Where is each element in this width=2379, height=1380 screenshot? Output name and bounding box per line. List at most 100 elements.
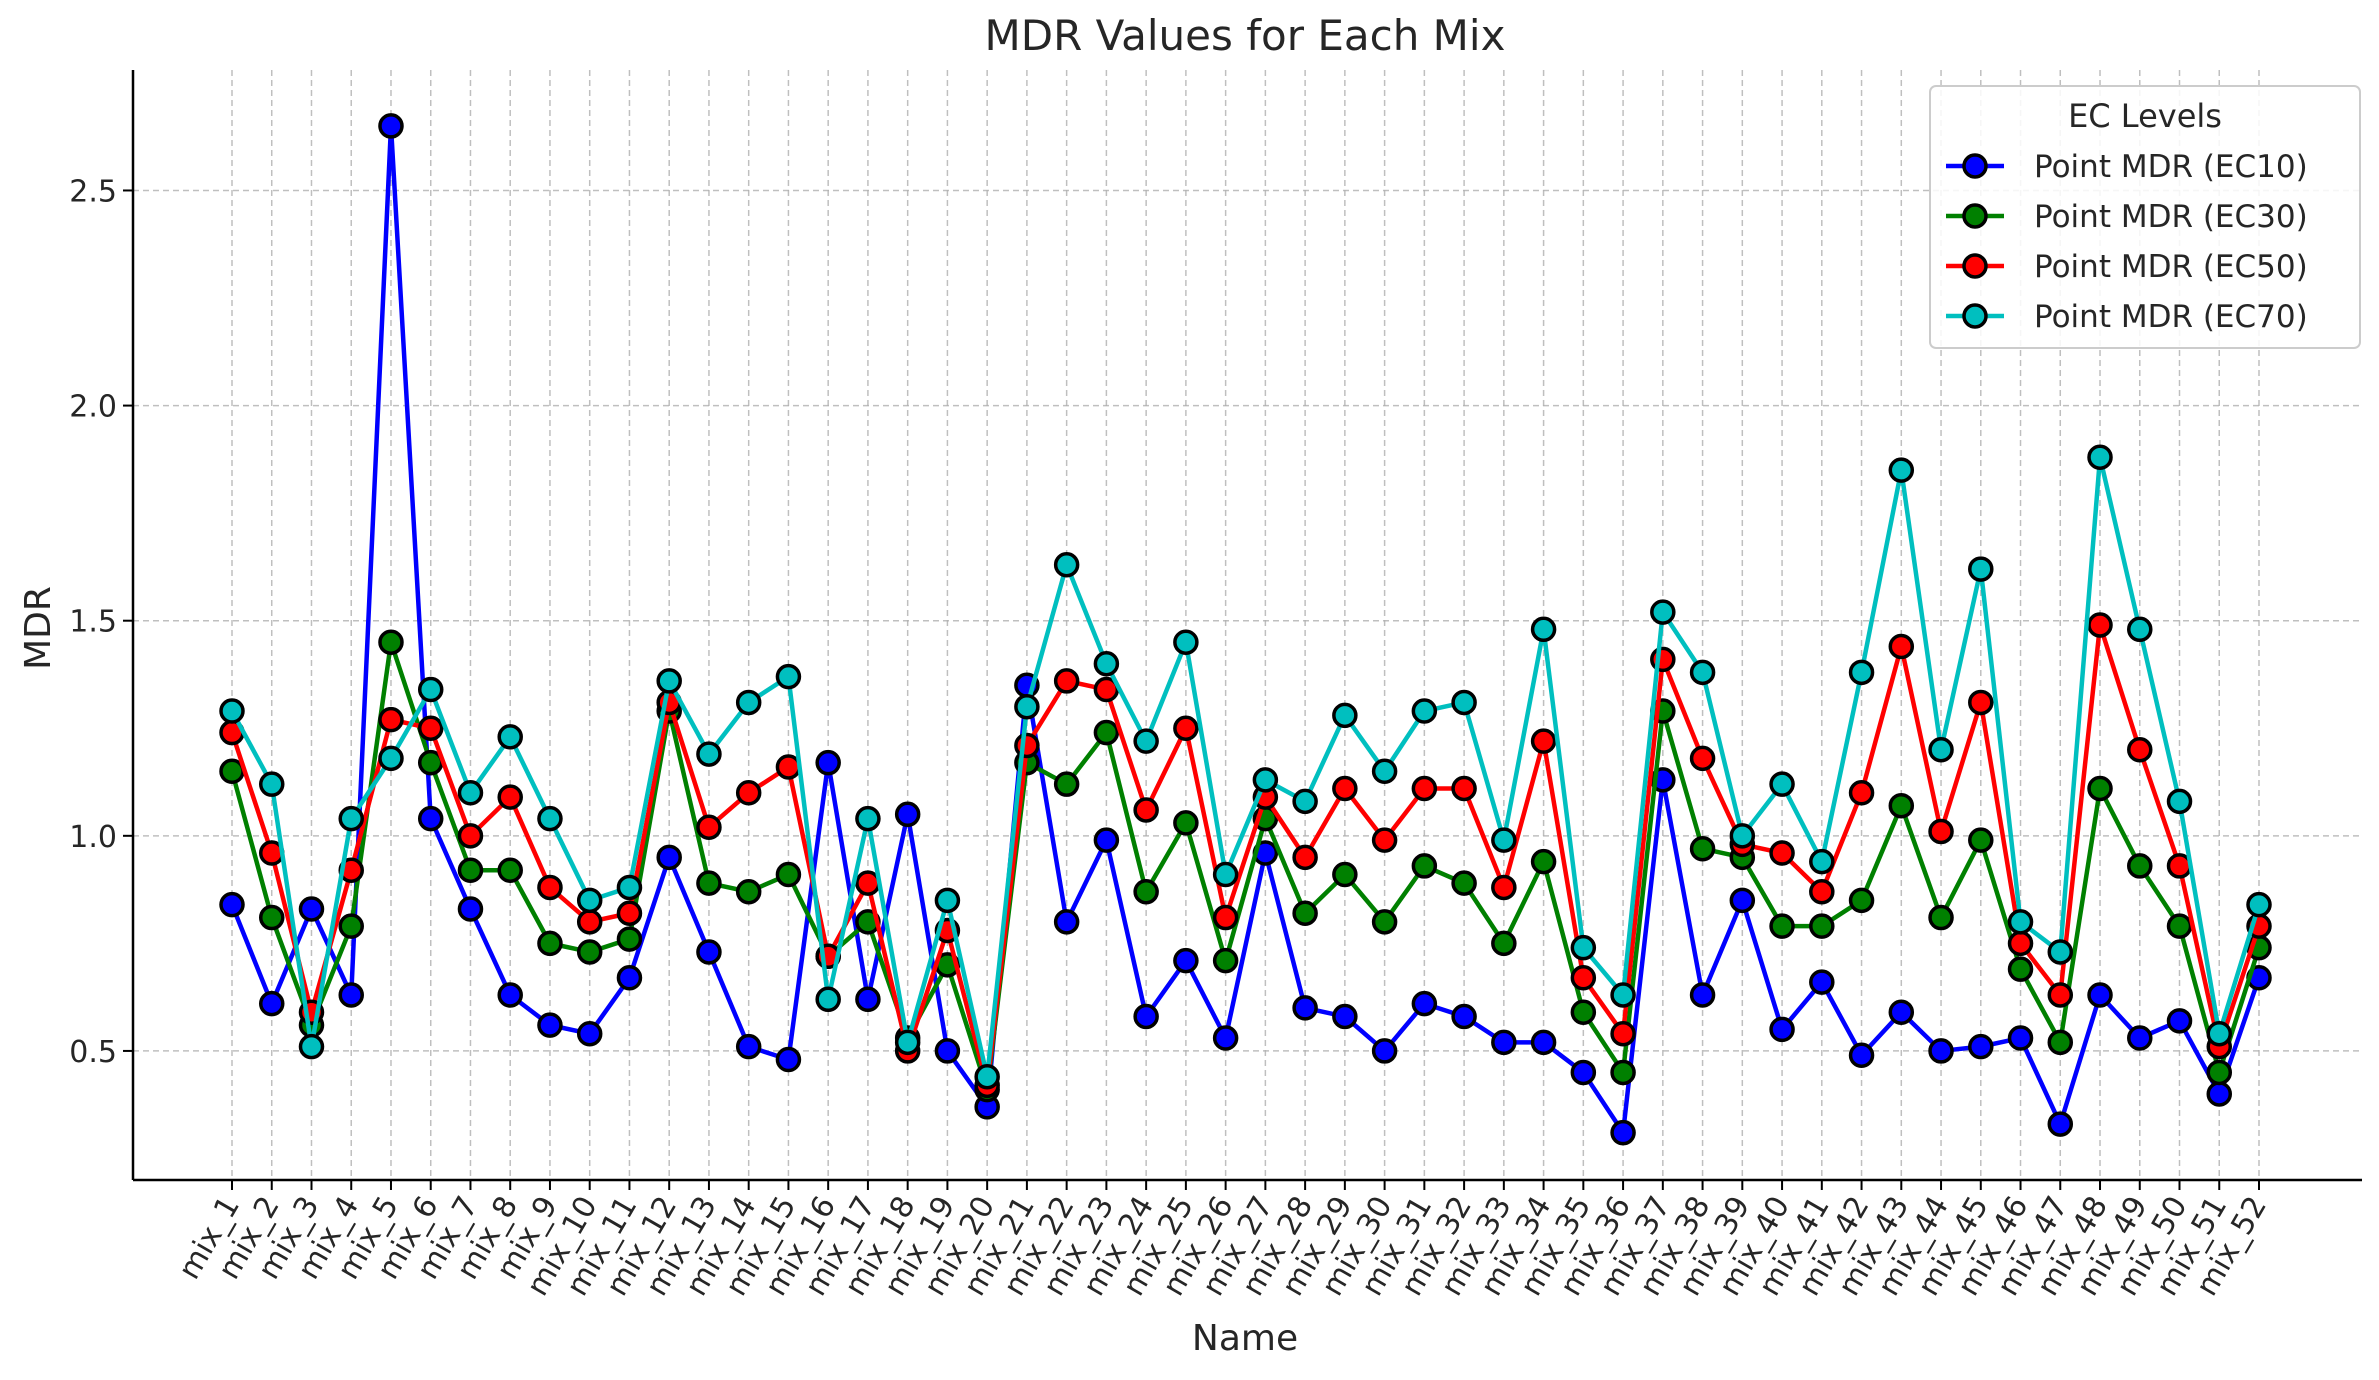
tick-labels: mix_1mix_2mix_3mix_4mix_5mix_6mix_7mix_8… (69, 174, 2274, 1301)
legend-label: Point MDR (EC10) (2034, 149, 2308, 185)
data-point (1689, 835, 1716, 862)
data-point (1530, 848, 1557, 875)
data-point (616, 874, 643, 901)
data-point (1769, 1016, 1795, 1043)
data-point (1053, 771, 1080, 797)
legend-entry-1: Point MDR (EC10) (1946, 149, 2308, 185)
series-3 (219, 612, 2272, 1099)
data-point (1212, 861, 1239, 888)
data-point (2166, 913, 2193, 939)
data-point (497, 724, 523, 750)
data-point (1451, 870, 1477, 896)
data-point (1053, 909, 1080, 935)
data-point (1968, 1033, 1994, 1060)
data-point (1848, 659, 1875, 686)
data-point (1451, 1003, 1477, 1030)
axes (123, 70, 2362, 1190)
data-point (1451, 775, 1477, 802)
data-point (1491, 930, 1517, 957)
data-point (1014, 732, 1040, 759)
legend-label: Point MDR (EC50) (2034, 249, 2308, 285)
data-point (298, 1033, 325, 1060)
data-point (378, 113, 404, 139)
data-point (576, 939, 603, 965)
y-tick-label: 0.5 (69, 1035, 117, 1070)
data-point (656, 668, 682, 694)
data-point (1014, 693, 1040, 720)
data-point (457, 896, 484, 922)
data-point (815, 749, 841, 776)
data-point (1928, 737, 1954, 763)
data-point (1491, 1029, 1517, 1056)
data-point (1729, 823, 1756, 849)
legend-entry-2: Point MDR (EC30) (1946, 199, 2308, 235)
legend-entry-4: Point MDR (EC70) (1946, 299, 2308, 335)
data-point (2206, 1059, 2233, 1086)
data-point (378, 629, 404, 655)
data-point (1610, 1059, 1636, 1086)
y-tick-label: 2.5 (69, 174, 117, 209)
data-point (576, 909, 603, 935)
data-point (2166, 1008, 2193, 1034)
data-point (1570, 999, 1597, 1025)
data-point (1848, 1042, 1875, 1068)
data-point (775, 754, 802, 780)
data-point (1610, 982, 1636, 1008)
legend-label: Point MDR (EC30) (2034, 199, 2308, 235)
data-point (2007, 909, 2034, 935)
data-point (2047, 1111, 2074, 1137)
data-point (576, 1020, 603, 1047)
data-point (735, 780, 762, 806)
data-point (1928, 1038, 1954, 1064)
data-point (616, 926, 643, 952)
data-point (378, 745, 404, 772)
data-point (298, 896, 325, 922)
data-point (775, 861, 802, 888)
data-point (1570, 1059, 1597, 1086)
data-point (1292, 844, 1318, 871)
data-point (1928, 818, 1954, 845)
data-point (1689, 982, 1716, 1008)
data-point (1411, 990, 1438, 1017)
data-point (1451, 689, 1477, 716)
data-point (258, 904, 285, 931)
data-point (696, 939, 722, 965)
data-point (497, 982, 523, 1008)
data-point (338, 982, 364, 1008)
series-line (229, 639, 2262, 1092)
data-point (1809, 848, 1835, 875)
data-point (1332, 775, 1358, 802)
data-point (1968, 556, 1994, 582)
data-point (1809, 969, 1835, 995)
data-point (1809, 878, 1835, 905)
data-point (1252, 767, 1279, 793)
data-point (417, 676, 444, 703)
data-point (696, 741, 722, 767)
data-point (1769, 771, 1795, 797)
data-point (1888, 999, 1915, 1025)
data-point (1729, 887, 1756, 914)
data-point (537, 930, 563, 957)
data-point (1570, 934, 1597, 961)
data-point (1173, 715, 1199, 742)
data-point (1133, 1003, 1159, 1030)
data-point (1968, 827, 1994, 853)
data-point (219, 891, 245, 918)
data-point (537, 805, 563, 832)
data-point (656, 844, 682, 871)
data-point (2206, 1081, 2233, 1107)
data-point (2047, 939, 2074, 965)
data-point (2087, 444, 2113, 470)
legend-title: EC Levels (2068, 97, 2222, 135)
data-point (2047, 1029, 2074, 1056)
legend-marker (1962, 303, 1988, 329)
data-point (735, 689, 762, 716)
data-point (1212, 904, 1239, 931)
data-point (417, 805, 444, 832)
data-point (1530, 1029, 1557, 1056)
data-point (1093, 719, 1120, 746)
data-point (2166, 788, 2193, 815)
data-point (1292, 900, 1318, 927)
data-point (1928, 904, 1954, 931)
